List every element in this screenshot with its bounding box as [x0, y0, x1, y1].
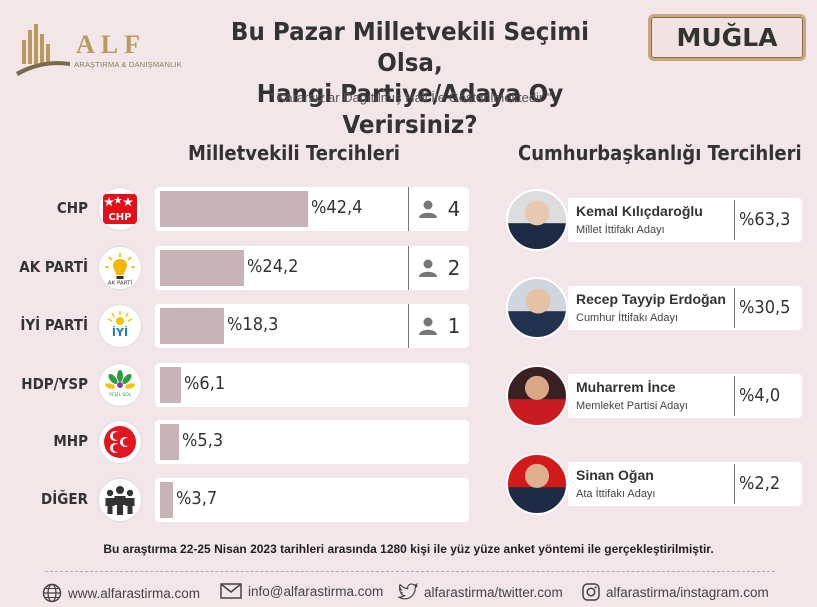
party-label: HDP/YSP: [21, 375, 89, 393]
email-text: info@alfarastirma.com: [248, 583, 384, 599]
party-value-label: %6,1: [184, 373, 226, 394]
seat-number: 4: [447, 197, 461, 221]
title-line-1: Bu Pazar Milletvekili Seçimi Olsa,: [230, 17, 590, 77]
president-section-title: Cumhurbaşkanlığı Tercihleri: [518, 141, 802, 165]
party-bar-card: %18,3 1: [155, 304, 469, 348]
candidate-alliance: Cumhur İttifakı Adayı: [576, 312, 679, 324]
svg-text:CHP: CHP: [108, 212, 131, 223]
chp-logo-icon: CHP: [98, 187, 142, 231]
envelope-icon: [220, 583, 242, 599]
party-value-label: %42,4: [311, 197, 363, 218]
party-bar: [160, 482, 173, 518]
svg-text:AK PARTİ: AK PARTİ: [108, 280, 133, 286]
candidate-value: %4,0: [739, 385, 781, 406]
person-icon: [418, 200, 437, 218]
akp-logo-icon: AK PARTİ: [98, 246, 142, 290]
candidate-value: %63,3: [739, 209, 791, 230]
candidate-photo: [506, 277, 568, 339]
candidate-card: Kemal Kılıçdaroğlu Millet İttifakı Adayı%…: [568, 198, 802, 242]
party-value-label: %3,7: [175, 488, 218, 509]
party-label: AK PARTİ: [19, 258, 88, 276]
person-icon: [418, 317, 437, 335]
party-label: İYİ PARTİ: [20, 316, 88, 334]
candidate-name: Recep Tayyip Erdoğan: [576, 291, 726, 307]
candidate-value: %2,2: [739, 473, 781, 494]
party-bar: [160, 424, 179, 460]
candidate-photo: [506, 453, 568, 515]
candidate-alliance: Ata İttifakı Adayı: [576, 488, 656, 500]
candidate-photo: [506, 189, 568, 251]
value-divider: [734, 376, 735, 416]
candidate-card: Sinan Oğan Ata İttifakı Adayı %2,2: [568, 462, 802, 506]
website-link[interactable]: www.alfarastirma.com: [42, 583, 200, 603]
instagram-link[interactable]: alfarastirma/instagram.com: [582, 583, 769, 601]
title-line-2: Hangi Partiye/Adaya Oy Verirsiniz?: [256, 79, 564, 139]
party-bar-card: %3,7: [155, 478, 469, 522]
seat-number: 2: [447, 256, 461, 280]
candidate-name: Muharrem İnce: [576, 379, 676, 395]
party-bar: [160, 191, 308, 227]
party-label: DİĞER: [41, 490, 88, 508]
brand-logo: ALF ARAŞTIRMA & DANIŞMANLIK: [14, 22, 182, 82]
party-bar-card: %6,1: [155, 363, 469, 407]
candidate-alliance: Memleket Partisi Adayı: [576, 400, 688, 412]
seat-count: 4: [408, 187, 469, 231]
candidate-card: Muharrem İnce Memleket Partisi Adayı %4,0: [568, 374, 802, 418]
value-divider: [734, 464, 735, 504]
brand-name: ALF: [76, 30, 146, 59]
instagram-icon: [582, 583, 600, 601]
party-bar: [160, 308, 224, 344]
email-link[interactable]: info@alfarastirma.com: [220, 583, 383, 599]
seat-number: 1: [447, 314, 461, 338]
twitter-icon: [398, 583, 418, 600]
candidate-value: %30,5: [739, 297, 791, 318]
page-subtitle: " Kararsızlar Dağıtılmış Hali İle Göster…: [268, 90, 552, 105]
party-bar-card: %42,4 4: [155, 187, 469, 231]
twitter-link[interactable]: alfarastirma/twitter.com: [398, 583, 563, 601]
candidate-photo: [506, 365, 568, 427]
party-label: CHP: [56, 199, 88, 217]
survey-note: Bu araştırma 22-25 Nisan 2023 tarihleri …: [103, 542, 714, 556]
seat-count: 2: [408, 246, 469, 290]
candidate-alliance: Millet İttifakı Adayı: [576, 224, 665, 236]
region-badge: MUĞLA: [648, 14, 806, 61]
mp-section-title: Milletvekili Tercihleri: [188, 141, 400, 165]
logo-mark: [16, 24, 70, 76]
seat-count: 1: [408, 304, 469, 348]
twitter-text: alfarastirma/twitter.com: [424, 584, 563, 600]
candidate-name: Sinan Oğan: [576, 467, 654, 483]
hdp-logo-icon: YEŞİL SOL: [98, 363, 142, 407]
value-divider: [734, 200, 735, 240]
party-bar-card: %24,2 2: [155, 246, 469, 290]
party-bar: [160, 367, 182, 403]
candidate-name: Kemal Kılıçdaroğlu: [576, 203, 703, 219]
party-bar-card: %5,3: [155, 420, 469, 464]
party-value-label: %18,3: [226, 314, 279, 335]
party-value-label: %5,3: [181, 430, 223, 451]
website-text: www.alfarastirma.com: [68, 585, 201, 601]
iyi-logo-icon: İYİ: [98, 304, 142, 348]
value-divider: [734, 288, 735, 328]
other-people-icon: [98, 478, 142, 522]
page-title: Bu Pazar Milletvekili Seçimi Olsa, Hangi…: [208, 16, 613, 140]
mhp-logo-icon: [98, 420, 142, 464]
footer-divider: [45, 571, 775, 572]
brand-tagline: ARAŞTIRMA & DANIŞMANLIK: [74, 60, 182, 69]
party-bar: [160, 250, 245, 286]
party-value-label: %24,2: [247, 256, 299, 277]
person-icon: [418, 259, 437, 277]
svg-text:YEŞİL SOL: YEŞİL SOL: [108, 391, 132, 398]
instagram-text: alfarastirma/instagram.com: [606, 584, 769, 600]
party-label: MHP: [53, 432, 88, 450]
candidate-card: Recep Tayyip Erdoğan Cumhur İttifakı Aday…: [568, 286, 802, 330]
svg-text:İYİ: İYİ: [112, 325, 128, 339]
globe-icon: [42, 583, 62, 603]
